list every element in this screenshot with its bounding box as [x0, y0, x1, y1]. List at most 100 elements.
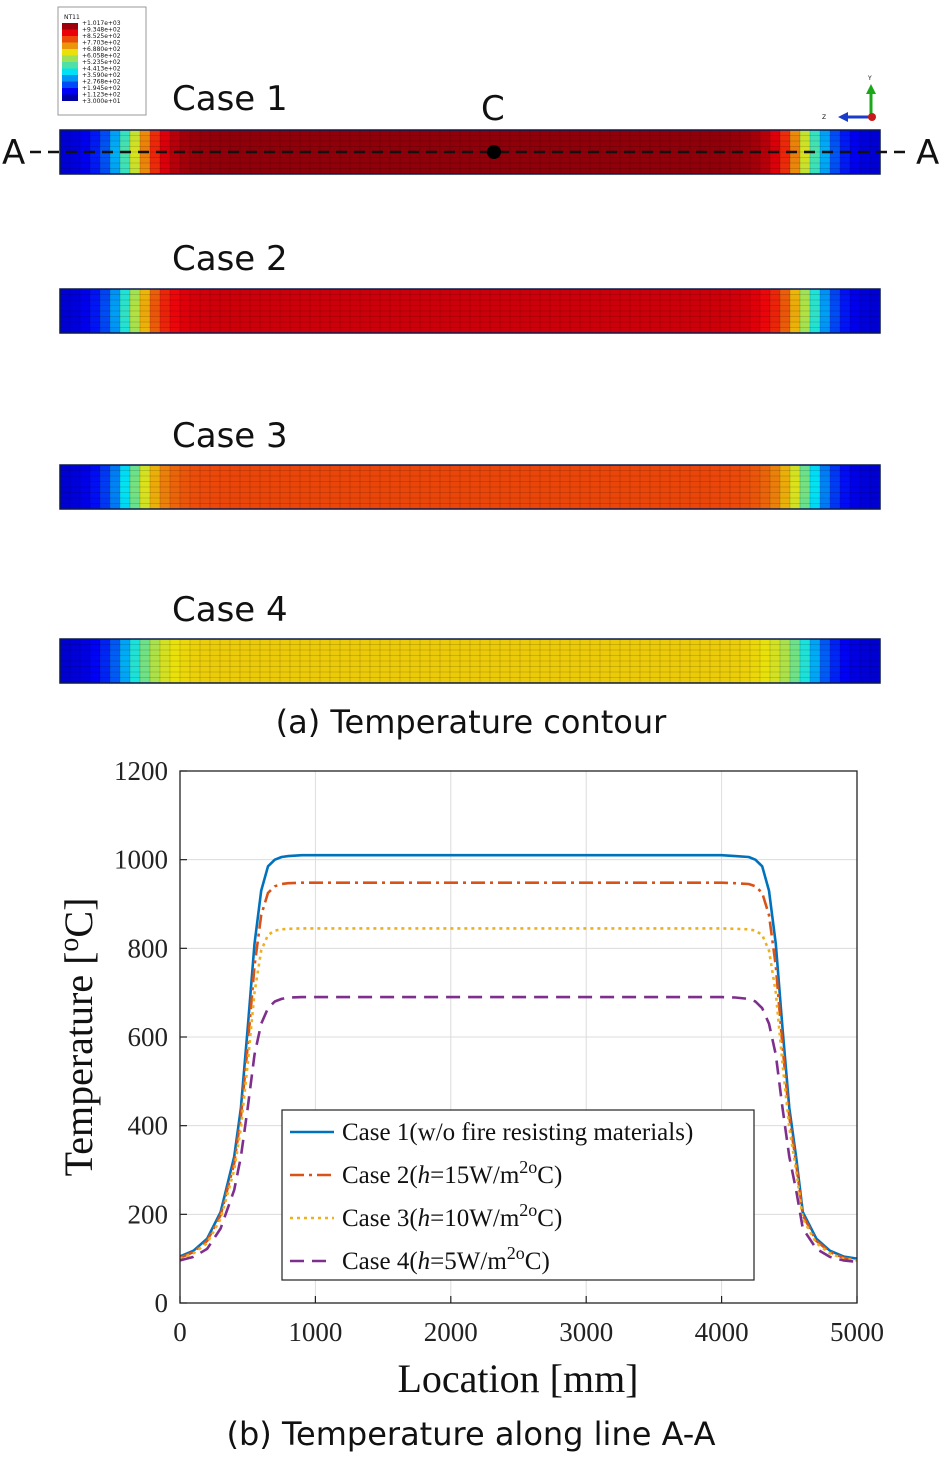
- mesh-cell: [729, 660, 741, 667]
- mesh-cell: [299, 129, 311, 136]
- mesh-cell: [689, 157, 701, 164]
- mesh-cell: [479, 157, 491, 164]
- mesh-cell: [339, 305, 351, 312]
- mesh-cell: [509, 299, 521, 306]
- mesh-cell: [289, 492, 301, 499]
- mesh-cell: [849, 671, 861, 678]
- mesh-cell: [309, 492, 321, 499]
- y-tick-label: 0: [155, 1288, 169, 1318]
- mesh-cell: [709, 481, 721, 488]
- mesh-cell: [489, 475, 501, 482]
- case-label-4: Case 4: [172, 590, 288, 630]
- mesh-cell: [319, 157, 331, 164]
- mesh-cell: [59, 671, 71, 678]
- mesh-cell: [269, 316, 281, 323]
- mesh-cell: [619, 464, 631, 471]
- mesh-cell: [389, 475, 401, 482]
- mesh-cell: [869, 486, 881, 493]
- colorbar-label: +1.017e+03: [82, 20, 121, 27]
- mesh-cell: [239, 305, 251, 312]
- mesh-cell: [69, 644, 81, 651]
- mesh-cell: [709, 660, 721, 667]
- mesh-cell: [89, 644, 101, 651]
- legend-label-case-4: Case 4(h=5W/m2oC): [342, 1243, 550, 1275]
- mesh-cell: [119, 638, 131, 645]
- mesh-cell: [449, 129, 461, 136]
- mesh-cell: [499, 321, 511, 328]
- mesh-cell: [589, 321, 601, 328]
- mesh-cell: [389, 310, 401, 317]
- mesh-cell: [559, 321, 571, 328]
- mesh-cell: [869, 644, 881, 651]
- mesh-cell: [69, 321, 81, 328]
- mesh-cell: [389, 299, 401, 306]
- mesh-cell: [749, 644, 761, 651]
- mesh-cell: [569, 310, 581, 317]
- mesh-cell: [619, 481, 631, 488]
- mesh-cell: [239, 464, 251, 471]
- mesh-cell: [439, 135, 451, 142]
- mesh-cell: [89, 321, 101, 328]
- mesh-cell: [699, 464, 711, 471]
- mesh-cell: [479, 497, 491, 504]
- mesh-cell: [749, 140, 761, 147]
- mesh-cell: [239, 649, 251, 656]
- mesh-cell: [429, 321, 441, 328]
- mesh-cell: [429, 475, 441, 482]
- mesh-cell: [369, 299, 381, 306]
- mesh-cell: [139, 316, 151, 323]
- mesh-cell: [739, 497, 751, 504]
- mesh-cell: [539, 649, 551, 656]
- mesh-cell: [689, 305, 701, 312]
- mesh-cell: [529, 655, 541, 662]
- mesh-cell: [169, 660, 181, 667]
- mesh-cell: [739, 140, 751, 147]
- mesh-cell: [169, 310, 181, 317]
- mesh-cell: [379, 305, 391, 312]
- mesh-cell: [219, 140, 231, 147]
- mesh-cell: [339, 294, 351, 301]
- mesh-cell: [229, 157, 241, 164]
- mesh-cell: [589, 140, 601, 147]
- colorbar-label: +5.235e+02: [82, 59, 121, 66]
- mesh-cell: [499, 638, 511, 645]
- case-label-3: Case 3: [172, 416, 288, 456]
- colorbar-cell: [62, 42, 78, 49]
- mesh-cell: [589, 649, 601, 656]
- mesh-cell: [479, 475, 491, 482]
- mesh-cell: [549, 655, 561, 662]
- mesh-cell: [489, 129, 501, 136]
- mesh-cell: [449, 321, 461, 328]
- mesh-cell: [499, 135, 511, 142]
- mesh-cell: [409, 310, 421, 317]
- mesh-cell: [379, 497, 391, 504]
- mesh-cell: [629, 464, 641, 471]
- mesh-cell: [459, 475, 471, 482]
- mesh-cell: [279, 655, 291, 662]
- mesh-cell: [369, 666, 381, 673]
- mesh-cell: [349, 649, 361, 656]
- mesh-cell: [219, 666, 231, 673]
- mesh-cell: [369, 464, 381, 471]
- mesh-cell: [379, 135, 391, 142]
- mesh-cell: [809, 140, 821, 147]
- mesh-cell: [809, 464, 821, 471]
- mesh-cell: [589, 638, 601, 645]
- mesh-cell: [659, 299, 671, 306]
- mesh-cell: [269, 288, 281, 295]
- mesh-cell: [859, 497, 871, 504]
- mesh-cell: [649, 492, 661, 499]
- mesh-cell: [499, 305, 511, 312]
- mesh-cell: [589, 671, 601, 678]
- mesh-cell: [359, 162, 371, 169]
- mesh-cell: [489, 655, 501, 662]
- mesh-cell: [159, 644, 171, 651]
- mesh-cell: [599, 475, 611, 482]
- mesh-cell: [109, 135, 121, 142]
- mesh-cell: [119, 644, 131, 651]
- mesh-cell: [299, 492, 311, 499]
- mesh-cell: [239, 470, 251, 477]
- mesh-cell: [689, 129, 701, 136]
- mesh-cell: [429, 294, 441, 301]
- mesh-cell: [429, 162, 441, 169]
